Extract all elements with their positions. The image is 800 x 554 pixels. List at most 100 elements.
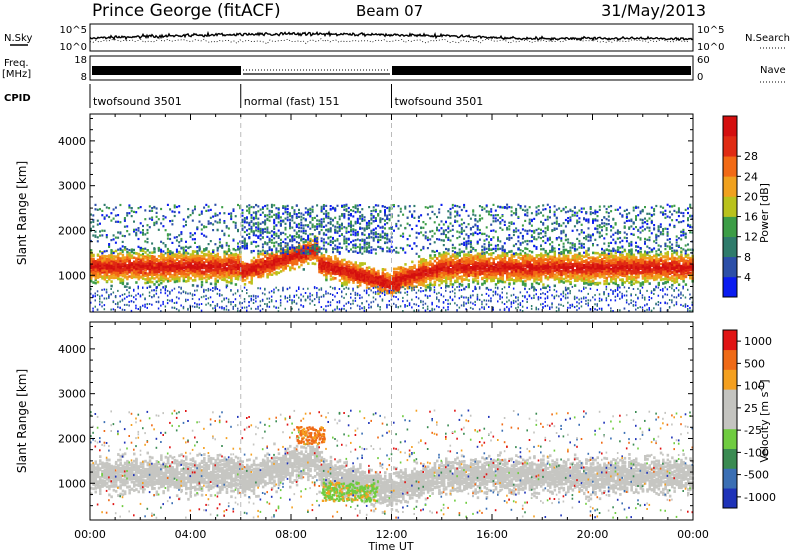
power-cell (149, 286, 151, 288)
power-cell (151, 276, 153, 279)
power-cell (162, 303, 164, 305)
power-cell (101, 301, 103, 303)
power-cell (99, 250, 101, 252)
power-cell (153, 277, 155, 280)
power-cell (140, 254, 142, 257)
power-cell (144, 248, 146, 250)
power-cell (162, 250, 164, 252)
power-cell (108, 259, 110, 262)
power-cell (99, 298, 101, 300)
power-cell (156, 293, 158, 295)
power-cell (147, 281, 149, 284)
power-cell (149, 270, 151, 273)
power-cell (97, 294, 99, 296)
power-cell (151, 266, 153, 269)
power-cell (156, 281, 158, 284)
nsearch-tick-top: 10^5 (697, 25, 724, 36)
power-cell (169, 276, 171, 279)
power-cell (140, 249, 142, 251)
power-cell (106, 214, 108, 216)
power-cell (162, 266, 164, 269)
power-cell (133, 257, 135, 260)
power-cell (151, 251, 153, 254)
power-cell (119, 295, 121, 297)
power-cell (110, 280, 112, 283)
power-cell (135, 281, 137, 284)
power-cell (171, 307, 173, 309)
power-cell (97, 240, 99, 242)
power-cell (99, 268, 101, 271)
power-cell (104, 273, 106, 276)
power-cell (149, 218, 151, 220)
power-cell (160, 208, 162, 210)
power-cell (165, 266, 167, 269)
power-cell (99, 304, 101, 306)
power-cell (138, 229, 140, 231)
power-cell (138, 238, 140, 240)
power-cell (126, 264, 128, 267)
power-cell (119, 260, 121, 263)
power-cell (135, 234, 137, 236)
power-cell (115, 295, 117, 297)
power-cell (158, 308, 160, 310)
power-cell (165, 216, 167, 218)
power-cell (113, 264, 115, 267)
date-label: 31/May/2013 (601, 1, 706, 20)
power-cell (162, 270, 164, 273)
power-cell (124, 260, 126, 263)
power-cell (119, 301, 121, 303)
power-cell (158, 280, 160, 283)
power-cell (115, 264, 117, 267)
power-cell (117, 272, 119, 275)
power-cell (106, 291, 108, 293)
power-cell (122, 257, 124, 260)
power-cell (131, 273, 133, 276)
power-cell (147, 259, 149, 262)
freq-bar-seg1 (92, 66, 241, 75)
freq-unit-label: [MHz] (2, 69, 31, 80)
power-cell (104, 230, 106, 232)
power-cell (117, 303, 119, 305)
power-cell (104, 255, 106, 258)
power-cell (174, 270, 176, 273)
power-cell (113, 208, 115, 210)
power-cell (113, 261, 115, 264)
power-cell (104, 304, 106, 306)
power-cell (113, 238, 115, 240)
power-cell (104, 289, 106, 291)
power-cell (92, 214, 94, 216)
power-cell (119, 307, 121, 309)
power-cell (110, 309, 112, 311)
power-cell (151, 219, 153, 221)
power-cell (131, 295, 133, 297)
power-cell (167, 248, 169, 250)
station-title: Prince George (fitACF) (92, 1, 281, 21)
power-cell (140, 295, 142, 297)
power-cell (144, 282, 146, 285)
power-cell (142, 249, 144, 252)
nsearch-label: N.Search (745, 33, 790, 44)
power-cell (117, 254, 119, 257)
power-cell (92, 260, 94, 263)
power-cell (99, 301, 101, 303)
power-cell (138, 227, 140, 229)
power-cell (160, 276, 162, 279)
power-cell (124, 293, 126, 295)
power-cell (160, 249, 162, 251)
power-cell (110, 212, 112, 214)
power-cell (174, 206, 176, 208)
power-cell (142, 234, 144, 236)
power-cell (171, 220, 173, 222)
power-cell (142, 271, 144, 274)
power-cell (140, 231, 142, 233)
power-cell (113, 255, 115, 258)
power-cell (151, 261, 153, 264)
power-cell (128, 271, 130, 274)
power-cell (149, 210, 151, 212)
power-cell (171, 252, 173, 254)
power-cell (160, 263, 162, 266)
power-cell (113, 272, 115, 275)
power-cell (162, 263, 164, 266)
power-cell (117, 274, 119, 277)
cpid-segment-label: normal (fast) 151 (244, 95, 340, 108)
